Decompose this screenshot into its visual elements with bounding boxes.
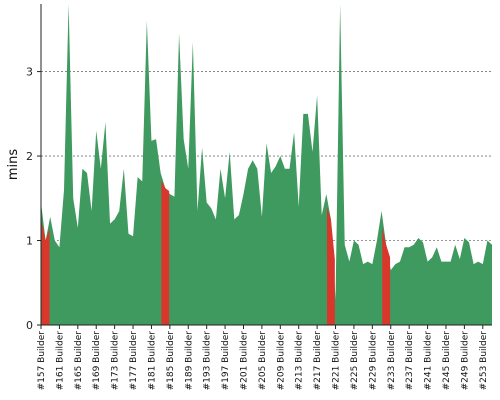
failed-build-markers	[41, 180, 391, 325]
x-tick-label: #237 Builder	[405, 331, 415, 391]
y-axis-label: mins	[6, 149, 21, 181]
y-tick-label: 0	[26, 319, 33, 332]
x-tick-label: #229 Builder	[368, 331, 378, 391]
x-tick-label: #249 Builder	[460, 331, 470, 391]
y-tick-label: 2	[26, 150, 33, 163]
x-tick-label: #205 Builder	[258, 331, 268, 391]
axes	[40, 4, 492, 326]
x-tick-label: #161 Builder	[55, 331, 65, 391]
x-tick-label: #201 Builder	[239, 331, 249, 391]
x-tick-label: #225 Builder	[350, 331, 360, 391]
build-duration-series	[41, 4, 492, 325]
x-tick-label: #213 Builder	[295, 331, 305, 391]
x-tick-label: #241 Builder	[424, 331, 434, 391]
y-tick-label: 3	[26, 66, 33, 79]
failed-build-marker	[382, 227, 391, 325]
x-tick-label: #177 Builder	[129, 331, 139, 391]
x-tick-label: #221 Builder	[332, 331, 342, 391]
x-tick-labels: #157 Builder #161 Builder #165 Builder #169…	[37, 325, 489, 390]
failed-build-marker	[327, 206, 335, 325]
y-tick-label: 1	[26, 235, 33, 248]
x-tick-label: #169 Builder	[92, 331, 102, 391]
x-tick-label: #181 Builder	[147, 331, 157, 391]
x-tick-label: #193 Builder	[203, 331, 213, 391]
x-tick-label: #189 Builder	[184, 331, 194, 391]
build-duration-area	[41, 4, 492, 325]
x-tick-label: #173 Builder	[111, 331, 121, 391]
x-tick-label: #233 Builder	[387, 331, 397, 391]
y-tick-labels: 0 1 2 3	[26, 66, 41, 332]
x-tick-label: #165 Builder	[74, 331, 84, 391]
x-tick-label: #185 Builder	[166, 331, 176, 391]
failed-build-marker	[41, 221, 50, 325]
x-tick-label: #245 Builder	[442, 331, 452, 391]
x-tick-label: #209 Builder	[276, 331, 286, 391]
x-tick-label: #253 Builder	[479, 331, 489, 391]
x-tick-label: #157 Builder	[37, 331, 47, 391]
x-tick-label: #197 Builder	[221, 331, 231, 391]
failed-build-marker	[161, 180, 170, 325]
x-tick-label: #217 Builder	[313, 331, 323, 391]
